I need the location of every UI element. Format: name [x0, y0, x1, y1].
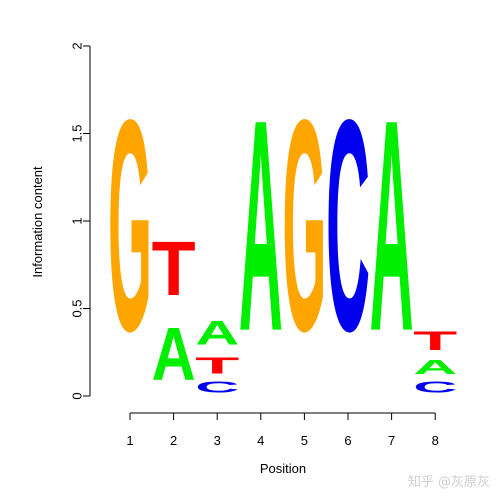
x-tick-label: 6	[344, 433, 351, 448]
logo-letter-a: A	[195, 314, 239, 352]
y-tick-label: 2	[70, 42, 85, 49]
x-tick-label: 5	[301, 433, 308, 448]
y-tick-label: 0.5	[70, 299, 85, 317]
logo-letter-t: T	[413, 326, 457, 356]
x-tick-label: 3	[214, 433, 221, 448]
logo-letter-t: T	[152, 226, 196, 311]
logo-letter-c: C	[326, 58, 370, 395]
x-tick-label: 7	[388, 433, 395, 448]
y-tick-label: 1.5	[70, 124, 85, 142]
x-tick-label: 4	[257, 433, 264, 448]
y-axis-label: Information content	[30, 166, 45, 278]
y-axis: 0 0.5 1 1.5 2	[70, 42, 91, 400]
x-tick-label: 8	[432, 433, 439, 448]
logo-letter-g: G	[108, 57, 152, 393]
logo-letter-a: A	[239, 58, 283, 395]
watermark: 知乎 @灰原灰	[407, 475, 490, 490]
x-axis-label: Position	[260, 461, 306, 476]
logo-letter-a: A	[370, 58, 414, 395]
logo-letter-g: G	[282, 57, 326, 393]
x-tick-label: 1	[126, 433, 133, 448]
x-tick-label: 2	[170, 433, 177, 448]
logo-letter-c: C	[195, 379, 239, 396]
logo-letter-t: T	[195, 353, 239, 379]
x-axis: 1 2 3 4 5 6 7 8	[126, 412, 439, 448]
logo-letter-a: A	[152, 313, 196, 396]
logo-letter-c: C	[413, 379, 457, 396]
y-tick-label: 0	[70, 392, 85, 399]
y-tick-label: 1	[70, 217, 85, 224]
logo-letter-a: A	[413, 356, 457, 379]
